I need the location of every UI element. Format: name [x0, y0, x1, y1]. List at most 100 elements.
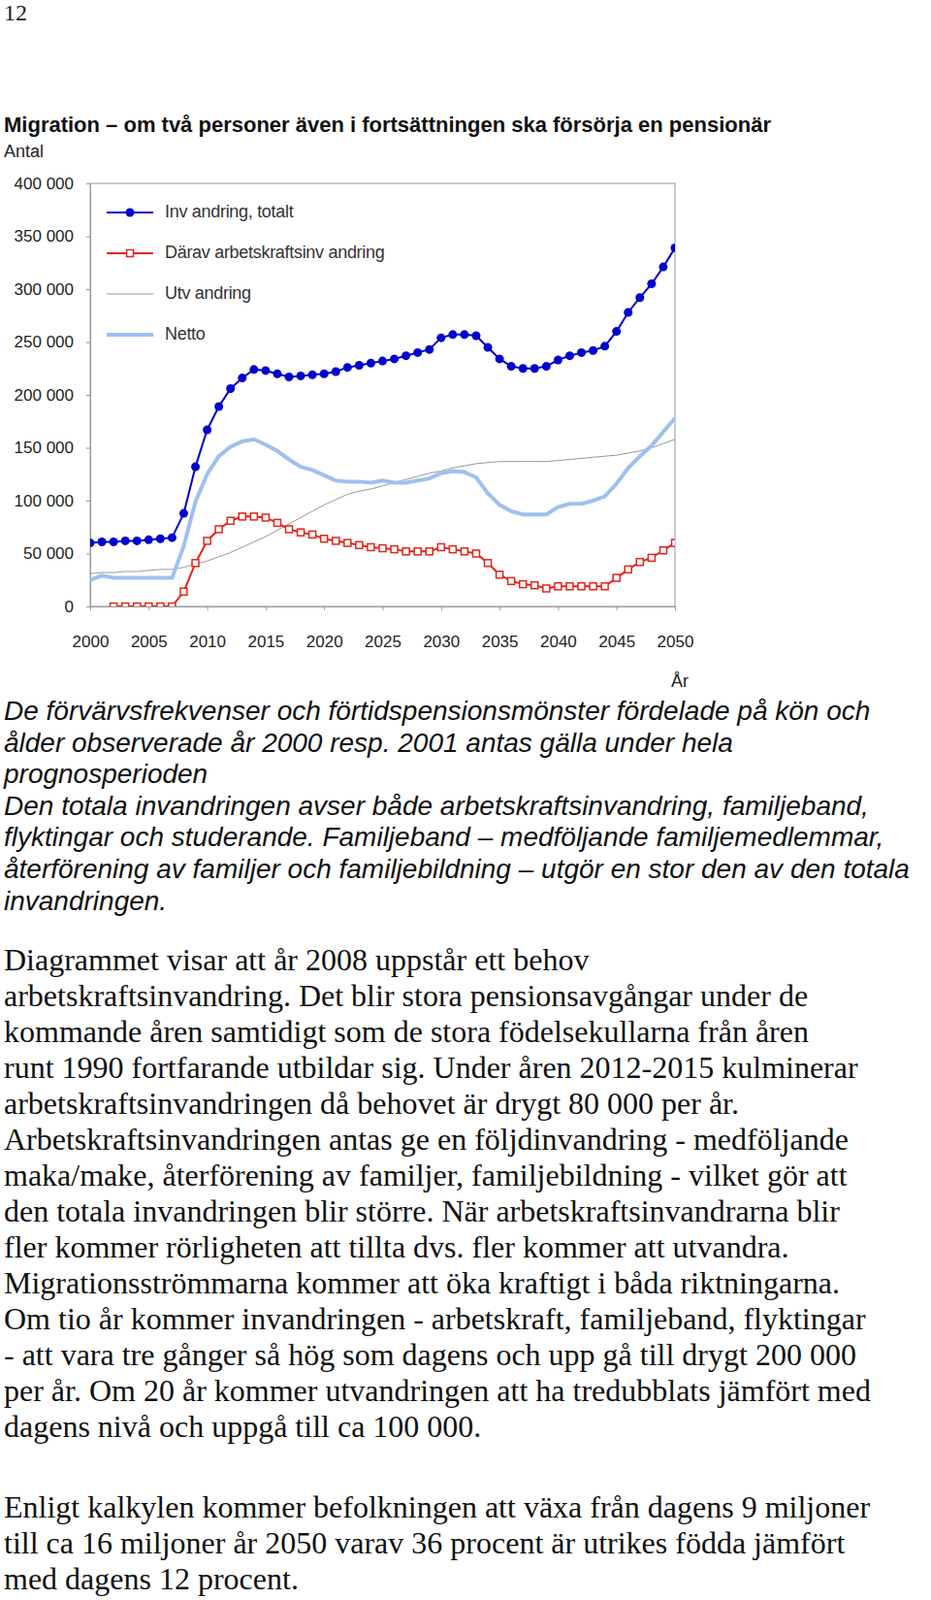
data-point: [367, 543, 375, 550]
data-point: [238, 513, 246, 520]
data-point: [449, 545, 456, 553]
data-point: [321, 535, 328, 543]
text-line: - att vara tre gånger så hög som dagens …: [3, 1336, 871, 1373]
data-point: [425, 547, 433, 555]
data-point: [565, 351, 575, 360]
legend-marker: [127, 250, 134, 257]
data-point: [132, 536, 142, 546]
y-tick: 150 000: [14, 438, 91, 457]
data-point: [343, 362, 353, 372]
tick-label: 2035: [481, 632, 519, 651]
data-point: [261, 513, 269, 521]
data-point: [601, 582, 609, 590]
tick-mark: [441, 606, 443, 610]
data-point: [658, 262, 668, 272]
data-point: [530, 363, 540, 373]
tick-label: 0: [64, 597, 74, 616]
x-tick: 2015: [247, 606, 285, 651]
data-point: [145, 603, 153, 608]
tick-label: 2005: [130, 632, 168, 651]
data-point: [460, 547, 468, 555]
data-point: [226, 516, 234, 524]
data-point: [647, 553, 655, 561]
data-point: [600, 341, 610, 351]
data-point: [192, 559, 199, 567]
tick-mark: [86, 288, 91, 290]
paragraph: Enligt kalkylen kommer befolkningen att …: [3, 1488, 870, 1597]
tick-label: 2020: [306, 632, 344, 651]
tick-label: 250 000: [14, 332, 74, 352]
data-point: [496, 571, 504, 578]
tick-mark: [557, 606, 559, 610]
data-point: [202, 424, 212, 434]
tick-label: 100 000: [14, 491, 74, 511]
tick-label: 400 000: [14, 174, 74, 193]
series-line: [90, 417, 675, 580]
data-point: [401, 351, 411, 360]
legend-item: Därav arbetskraftsinv andring: [106, 242, 385, 262]
data-point: [225, 384, 235, 393]
data-point: [507, 361, 516, 371]
tick-label: 2030: [422, 632, 460, 651]
data-point: [611, 326, 621, 336]
data-point: [577, 348, 586, 357]
data-point: [260, 365, 270, 375]
data-point: [378, 356, 387, 366]
y-axis-title: Antal: [3, 141, 44, 161]
data-point: [203, 537, 211, 545]
note-line: Den totala invandringen avser både arbet…: [3, 790, 910, 823]
tick-label: 2000: [72, 632, 110, 651]
data-point: [90, 538, 96, 547]
data-point: [413, 348, 422, 357]
data-point: [122, 603, 129, 608]
tick-mark: [86, 606, 91, 608]
note-line: De förvärvsfrekvenser och förtidspension…: [3, 695, 910, 728]
legend-item: Utv andring: [106, 283, 252, 303]
data-point: [484, 559, 492, 567]
data-point: [543, 584, 550, 592]
data-point: [566, 582, 574, 590]
data-point: [436, 333, 446, 343]
x-tick: 2045: [598, 606, 636, 651]
tick-label: 50 000: [23, 544, 74, 563]
legend-marker: [126, 208, 135, 218]
data-point: [577, 582, 585, 590]
data-point: [97, 537, 107, 546]
data-point: [179, 509, 189, 518]
x-tick: 2035: [481, 606, 519, 651]
data-point: [424, 345, 434, 354]
data-point: [518, 363, 528, 373]
tick-mark: [207, 606, 209, 610]
x-tick: 2005: [130, 606, 168, 651]
data-point: [437, 543, 445, 550]
data-point: [331, 367, 341, 377]
data-point: [286, 525, 293, 533]
data-point: [624, 565, 632, 573]
tick-label: 150 000: [14, 438, 74, 457]
legend: Inv andring, totaltDärav arbetskraftsinv…: [106, 201, 385, 344]
data-point: [636, 558, 643, 566]
data-point: [133, 603, 141, 608]
note-line: prognosperioden: [3, 758, 910, 791]
tick-label: 2015: [247, 632, 285, 651]
data-point: [553, 355, 563, 365]
data-point: [332, 537, 340, 545]
data-point: [471, 330, 481, 340]
data-point: [344, 539, 352, 546]
data-point: [297, 528, 305, 536]
data-point: [272, 369, 282, 379]
text-line: arbetskraftsinvandringen då behovet är d…: [3, 1085, 871, 1122]
tick-mark: [86, 342, 91, 344]
data-point: [459, 329, 469, 339]
y-tick: 50 000: [23, 544, 91, 563]
x-tick: 2030: [422, 606, 460, 651]
data-point: [144, 535, 154, 545]
data-point: [168, 603, 176, 608]
data-point: [589, 582, 597, 590]
tick-label: 200 000: [14, 385, 74, 405]
y-tick: 100 000: [14, 491, 91, 511]
data-point: [390, 545, 398, 553]
data-point: [495, 353, 505, 363]
text-line: med dagens 12 procent.: [3, 1560, 870, 1597]
legend-swatch: [106, 293, 154, 295]
